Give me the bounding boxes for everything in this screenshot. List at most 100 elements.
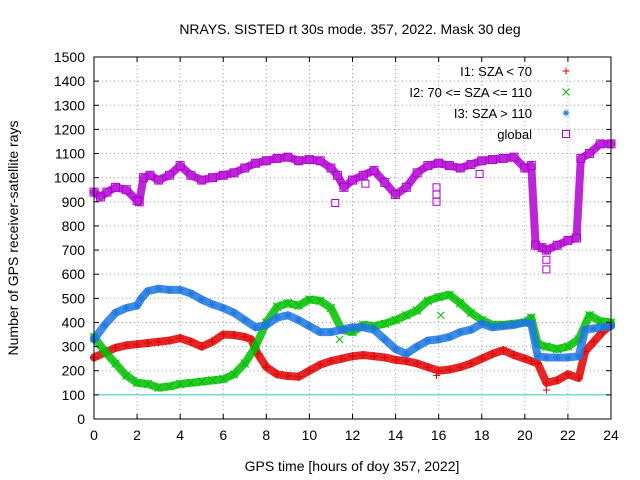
series-1-point <box>326 303 336 313</box>
series-2-point <box>445 332 454 341</box>
x-tick-label: 18 <box>474 427 490 443</box>
series-3-point <box>218 170 228 180</box>
series-1-point <box>434 292 444 302</box>
series-0-point <box>359 351 368 360</box>
y-tick-label: 0 <box>77 411 85 427</box>
series-3-point <box>444 161 454 171</box>
series-2-point <box>581 325 590 334</box>
series-0-point <box>488 349 497 358</box>
outlier-point <box>432 183 441 192</box>
series-1-point <box>240 359 250 368</box>
x-tick-label: 8 <box>262 427 270 443</box>
series-2-trail <box>90 284 615 362</box>
y-tick-label: 700 <box>62 242 86 258</box>
y-tick-label: 100 <box>62 387 86 403</box>
series-2-point <box>137 294 146 303</box>
series-0-point <box>326 357 335 366</box>
series-0-point <box>574 373 583 382</box>
series-2-point <box>337 325 346 334</box>
series-2-point <box>598 323 607 332</box>
series-0-point <box>154 337 163 346</box>
series-0-point <box>111 343 120 352</box>
x-tick-label: 16 <box>431 427 447 443</box>
series-3-point <box>95 192 105 202</box>
series-3-point <box>229 168 239 178</box>
series-0-point <box>348 352 357 361</box>
series-2-point <box>488 323 497 332</box>
series-1-point <box>412 306 422 315</box>
y-tick-label: 600 <box>62 266 86 282</box>
series-3-point <box>584 149 594 159</box>
series-2-point <box>477 319 486 328</box>
series-1-point <box>229 369 239 379</box>
series-2-point <box>359 323 368 332</box>
series-0-point <box>510 351 519 360</box>
series-0-point <box>197 342 206 351</box>
series-3-point <box>102 187 112 197</box>
series-3-point <box>339 182 349 192</box>
series-2-point <box>542 353 551 362</box>
outlier-point <box>331 199 340 208</box>
x-tick-label: 0 <box>90 427 98 443</box>
series-0-point <box>208 337 217 346</box>
series-1-point <box>208 376 217 385</box>
series-2-point <box>143 287 152 296</box>
series-1-point <box>165 382 174 391</box>
series-2-point <box>510 320 519 329</box>
series-1-point <box>294 301 303 310</box>
series-0-trail <box>90 320 615 387</box>
series-3-point <box>164 170 174 180</box>
series-3-point <box>488 155 498 165</box>
series-1-point <box>445 290 454 300</box>
series-0-point <box>247 335 256 344</box>
series-0-point <box>316 360 325 369</box>
series-3-point <box>348 175 357 185</box>
y-tick-label: 900 <box>62 194 86 210</box>
series-1-point <box>197 377 207 386</box>
series-2-point <box>133 301 142 310</box>
series-2-point <box>423 336 432 345</box>
series-0-point <box>423 363 432 372</box>
series-3-point <box>477 156 487 166</box>
series-0-point <box>466 359 475 368</box>
series-2-point <box>240 316 249 325</box>
series-2-point <box>533 352 542 361</box>
y-tick-label: 1200 <box>54 121 85 137</box>
series-0-point <box>337 354 346 363</box>
outlier-point <box>475 170 484 179</box>
x-axis-label: GPS time [hours of doy 357, 2022] <box>245 458 460 474</box>
x-tick-label: 4 <box>176 427 184 443</box>
outlier-point <box>542 255 551 264</box>
series-2-point <box>262 320 271 329</box>
series-2-point <box>100 320 109 329</box>
series-1-point <box>186 378 196 388</box>
series-1-point <box>552 344 562 354</box>
series-1-point <box>402 310 411 320</box>
series-0-point <box>294 372 303 381</box>
series-1-point <box>100 347 110 356</box>
series-3-trail <box>90 139 615 255</box>
series-3-point <box>498 153 508 163</box>
series-2-point <box>273 313 282 322</box>
series-0-point <box>240 332 249 341</box>
series-3-point <box>391 190 401 200</box>
series-0-point <box>176 334 185 343</box>
series-1-point <box>563 342 573 351</box>
x-tick-labels: 0 2 4 6 8 10 12 14 16 18 20 22 24 <box>90 427 619 443</box>
series-3-point <box>272 153 282 163</box>
y-tick-label: 500 <box>62 290 86 306</box>
series-2-point <box>380 335 389 344</box>
series-3-point <box>541 245 551 255</box>
series-3-point <box>240 163 250 173</box>
series-0-point <box>542 378 551 387</box>
series-3-point <box>283 152 293 162</box>
series-0-point <box>553 376 562 385</box>
series-3-point <box>154 175 164 185</box>
series-2-point <box>527 319 536 328</box>
series-3-point <box>552 240 562 250</box>
series-3-point <box>526 161 536 171</box>
series-3-point <box>369 165 379 175</box>
series-0-point <box>456 363 465 372</box>
series-3-point <box>332 170 342 180</box>
